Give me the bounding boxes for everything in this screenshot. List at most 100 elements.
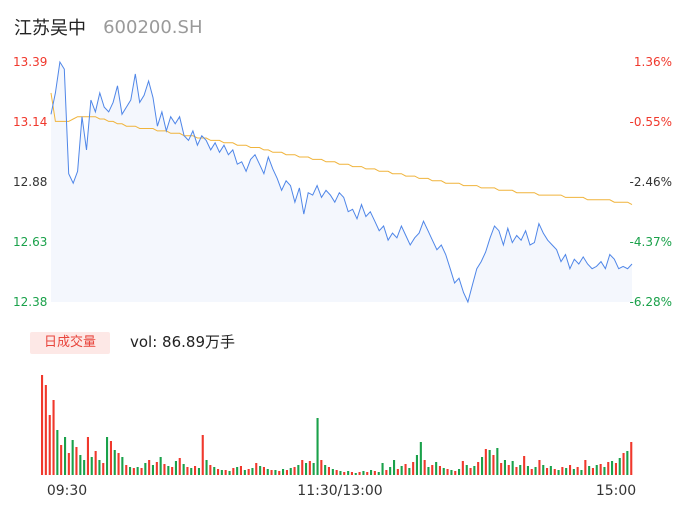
volume-bar — [331, 469, 334, 475]
time-label-open: 09:30 — [47, 483, 87, 499]
percent-tick-label: -2.46% — [630, 175, 672, 189]
volume-bar — [347, 471, 350, 475]
volume-bar — [611, 461, 614, 475]
volume-bar — [381, 463, 384, 475]
volume-bar — [561, 467, 564, 475]
volume-bar — [262, 467, 265, 475]
average-price-line — [50, 92, 633, 206]
volume-bar — [159, 457, 162, 475]
volume-bar — [144, 463, 147, 475]
volume-bar — [603, 467, 606, 475]
volume-bar — [546, 468, 549, 475]
time-label-close: 15:00 — [596, 483, 636, 499]
volume-bar — [217, 469, 220, 475]
volume-bar — [106, 437, 109, 475]
volume-bar — [48, 415, 51, 475]
volume-bar — [484, 449, 487, 475]
volume-bar — [415, 455, 418, 475]
volume-bar — [370, 470, 373, 475]
volume-bar — [327, 467, 330, 475]
volume-bar — [431, 465, 434, 475]
volume-bar — [408, 468, 411, 475]
volume-bar — [52, 400, 55, 475]
volume-bar — [377, 472, 380, 475]
volume-bar — [125, 465, 128, 475]
volume-bar — [500, 463, 503, 475]
volume-bar — [174, 461, 177, 475]
volume-bar — [239, 466, 242, 475]
volume-bar — [178, 458, 181, 475]
volume-bar — [41, 375, 44, 475]
volume-bar — [553, 469, 556, 475]
volume-bar — [255, 463, 258, 475]
volume-bar — [358, 472, 361, 475]
volume-bar — [446, 469, 449, 475]
volume-bar — [534, 467, 537, 475]
volume-bar — [270, 470, 273, 475]
volume-bar — [75, 447, 78, 475]
stock-code: 600200.SH — [103, 16, 203, 38]
volume-bar — [293, 467, 296, 475]
volume-bar — [576, 467, 579, 475]
volume-bar — [132, 468, 135, 475]
volume-bar — [79, 455, 82, 475]
volume-bar — [205, 460, 208, 475]
price-tick-label: 12.63 — [13, 235, 47, 249]
volume-bar — [362, 471, 365, 475]
volume-bar — [151, 465, 154, 475]
volume-bar — [236, 467, 239, 475]
volume-bar — [301, 460, 304, 475]
volume-bar — [373, 471, 376, 475]
volume-bar — [163, 464, 166, 475]
volume-bar — [297, 465, 300, 475]
volume-bar — [209, 465, 212, 475]
volume-bar — [503, 460, 506, 475]
volume-bar — [385, 470, 388, 475]
volume-bar — [542, 465, 545, 475]
volume-bar — [278, 471, 281, 475]
volume-bar — [473, 466, 476, 475]
volume-bar — [477, 462, 480, 475]
volume-bar — [289, 468, 292, 475]
volume-bar — [102, 463, 105, 475]
volume-bar — [282, 469, 285, 475]
percent-change-axis: 1.36% -0.55% -2.46% -4.37% -6.28% — [630, 55, 672, 309]
volume-bar — [580, 470, 583, 475]
volume-bar — [523, 456, 526, 475]
volume-bar — [140, 468, 143, 475]
volume-bar — [599, 464, 602, 475]
stock-name: 江苏吴中 — [14, 18, 86, 39]
volume-bar — [404, 464, 407, 475]
volume-bar — [335, 470, 338, 475]
volume-bar — [324, 465, 327, 475]
volume-bar — [461, 461, 464, 475]
volume-bar — [588, 466, 591, 475]
volume-bar — [393, 460, 396, 475]
volume-bar — [213, 467, 216, 475]
volume-bar — [565, 468, 568, 475]
volume-bar — [419, 442, 422, 475]
volume-bar — [343, 472, 346, 475]
volume-bar — [320, 460, 323, 475]
volume-bar — [442, 468, 445, 475]
price-tick-label: 12.38 — [13, 295, 47, 309]
volume-bar — [117, 453, 120, 475]
volume-bar — [469, 468, 472, 475]
volume-bar — [232, 468, 235, 475]
percent-tick-label: 1.36% — [634, 55, 672, 69]
volume-bar — [113, 450, 116, 475]
time-label-midday: 11:30/13:00 — [297, 483, 382, 499]
volume-bar — [481, 457, 484, 475]
volume-bar — [316, 418, 319, 475]
volume-bar — [71, 440, 74, 475]
volume-bar — [538, 460, 541, 475]
volume-bar — [285, 470, 288, 475]
volume-bar — [630, 442, 633, 475]
volume-bar — [148, 460, 151, 475]
volume-bar — [366, 472, 369, 475]
volume-bar — [266, 469, 269, 475]
volume-bar — [259, 466, 262, 475]
volume-bar — [350, 472, 353, 475]
time-axis: 09:30 11:30/13:00 15:00 — [47, 483, 636, 499]
percent-tick-label: -6.28% — [630, 295, 672, 309]
